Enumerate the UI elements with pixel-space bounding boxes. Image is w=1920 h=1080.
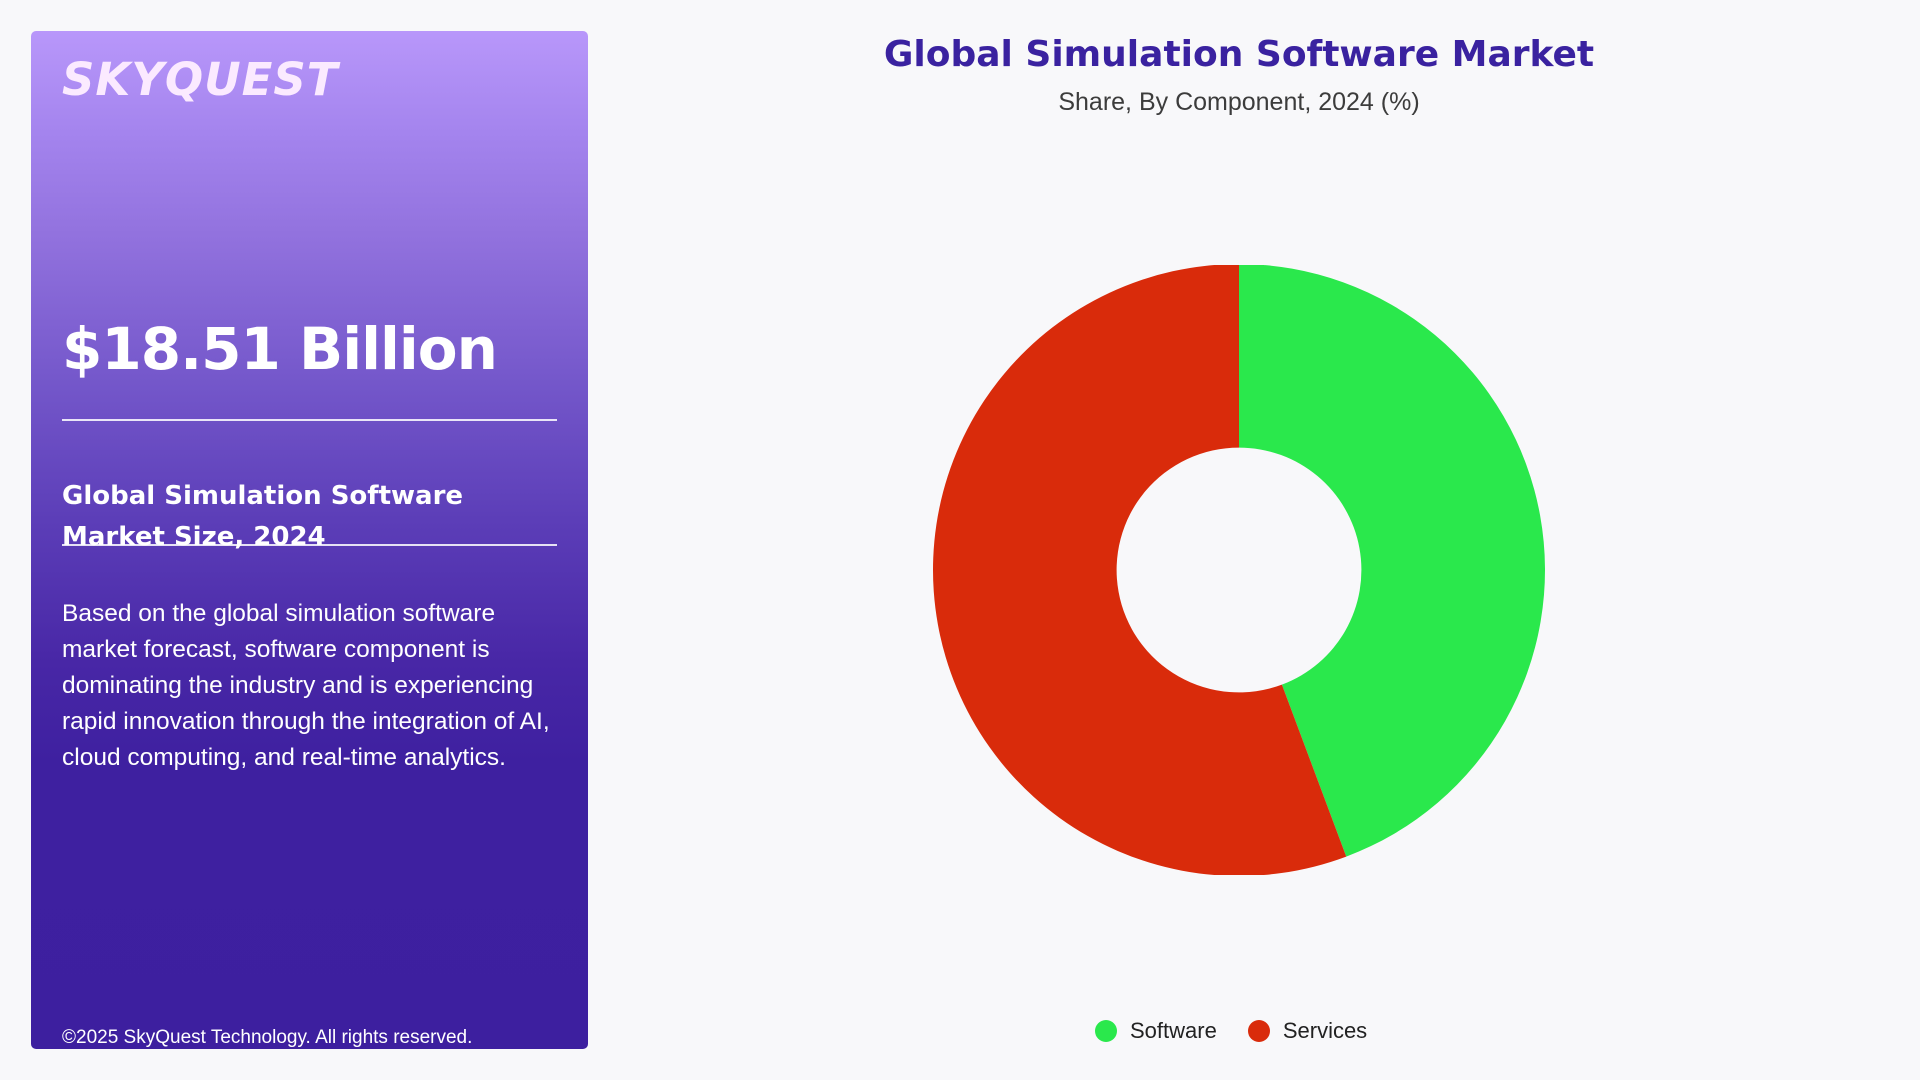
donut-slice-services[interactable] [933,265,1347,875]
chart-subtitle: Share, By Component, 2024 (%) [1058,88,1420,116]
legend-dot-icon [1095,1020,1117,1042]
legend-dot-icon [1247,1020,1270,1042]
chart-legend: Software Services [1095,1018,1398,1044]
divider-top [62,419,557,421]
market-size-label: Global Simulation Software Market Size, … [62,481,464,552]
donut-chart [933,265,1545,875]
legend-label: Software [1130,1018,1217,1043]
market-description: Based on the global simulation software … [62,600,550,771]
chart-title: Global Simulation Software Market [883,34,1595,75]
market-value: $18.51 Billion [62,315,498,383]
donut-slice-software[interactable] [1239,265,1545,857]
copyright-text: ©2025 SkyQuest Technology. All rights re… [62,1027,473,1048]
legend-item-services[interactable]: Services [1247,1018,1368,1044]
divider-bottom [62,544,557,546]
legend-label: Services [1282,1018,1368,1043]
skyquest-logo: SKYQUEST [62,53,339,106]
legend-item-software[interactable]: Software [1095,1018,1217,1044]
summary-panel: SKYQUEST $18.51 Billion Global Simulatio… [31,31,588,1049]
